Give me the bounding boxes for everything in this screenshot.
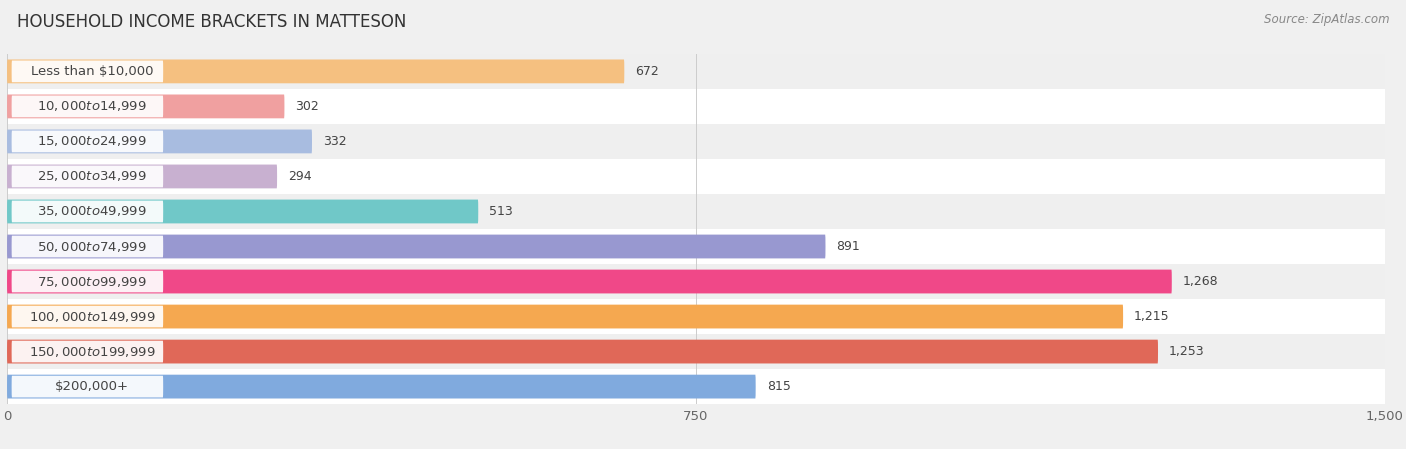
FancyBboxPatch shape (11, 306, 163, 327)
Bar (7, 264, 1385, 299)
FancyBboxPatch shape (11, 166, 163, 187)
Bar (7, 299, 1385, 334)
Bar (7, 159, 1385, 194)
Bar (7, 54, 1385, 89)
Text: 815: 815 (766, 380, 790, 393)
Bar (7, 334, 1385, 369)
Text: $100,000 to $149,999: $100,000 to $149,999 (28, 309, 155, 324)
Text: $25,000 to $34,999: $25,000 to $34,999 (37, 169, 146, 184)
FancyBboxPatch shape (11, 201, 163, 222)
FancyBboxPatch shape (7, 304, 1123, 329)
Text: Less than $10,000: Less than $10,000 (31, 65, 153, 78)
FancyBboxPatch shape (7, 164, 277, 189)
Text: 513: 513 (489, 205, 513, 218)
FancyBboxPatch shape (11, 96, 163, 117)
Text: 1,268: 1,268 (1182, 275, 1219, 288)
FancyBboxPatch shape (11, 61, 163, 82)
Text: $75,000 to $99,999: $75,000 to $99,999 (37, 274, 146, 289)
Text: 1,215: 1,215 (1135, 310, 1170, 323)
FancyBboxPatch shape (7, 374, 755, 399)
Text: $15,000 to $24,999: $15,000 to $24,999 (37, 134, 146, 149)
Text: $200,000+: $200,000+ (55, 380, 129, 393)
Bar (7, 89, 1385, 124)
FancyBboxPatch shape (7, 129, 312, 154)
Text: $35,000 to $49,999: $35,000 to $49,999 (37, 204, 146, 219)
Text: 294: 294 (288, 170, 312, 183)
Bar (7, 369, 1385, 404)
Text: 672: 672 (636, 65, 659, 78)
Text: $50,000 to $74,999: $50,000 to $74,999 (37, 239, 146, 254)
FancyBboxPatch shape (7, 199, 478, 224)
Text: 332: 332 (323, 135, 347, 148)
Text: $10,000 to $14,999: $10,000 to $14,999 (37, 99, 146, 114)
Bar (7, 194, 1385, 229)
Text: Source: ZipAtlas.com: Source: ZipAtlas.com (1264, 13, 1389, 26)
FancyBboxPatch shape (7, 269, 1171, 294)
FancyBboxPatch shape (11, 271, 163, 292)
FancyBboxPatch shape (7, 339, 1159, 364)
Text: $150,000 to $199,999: $150,000 to $199,999 (28, 344, 155, 359)
FancyBboxPatch shape (11, 376, 163, 397)
FancyBboxPatch shape (11, 131, 163, 152)
Bar (7, 229, 1385, 264)
Bar (7, 124, 1385, 159)
Text: 891: 891 (837, 240, 860, 253)
FancyBboxPatch shape (11, 236, 163, 257)
FancyBboxPatch shape (7, 59, 624, 84)
Text: 1,253: 1,253 (1168, 345, 1205, 358)
FancyBboxPatch shape (7, 234, 825, 259)
Text: HOUSEHOLD INCOME BRACKETS IN MATTESON: HOUSEHOLD INCOME BRACKETS IN MATTESON (17, 13, 406, 31)
Text: 302: 302 (295, 100, 319, 113)
FancyBboxPatch shape (11, 341, 163, 362)
FancyBboxPatch shape (7, 94, 284, 119)
